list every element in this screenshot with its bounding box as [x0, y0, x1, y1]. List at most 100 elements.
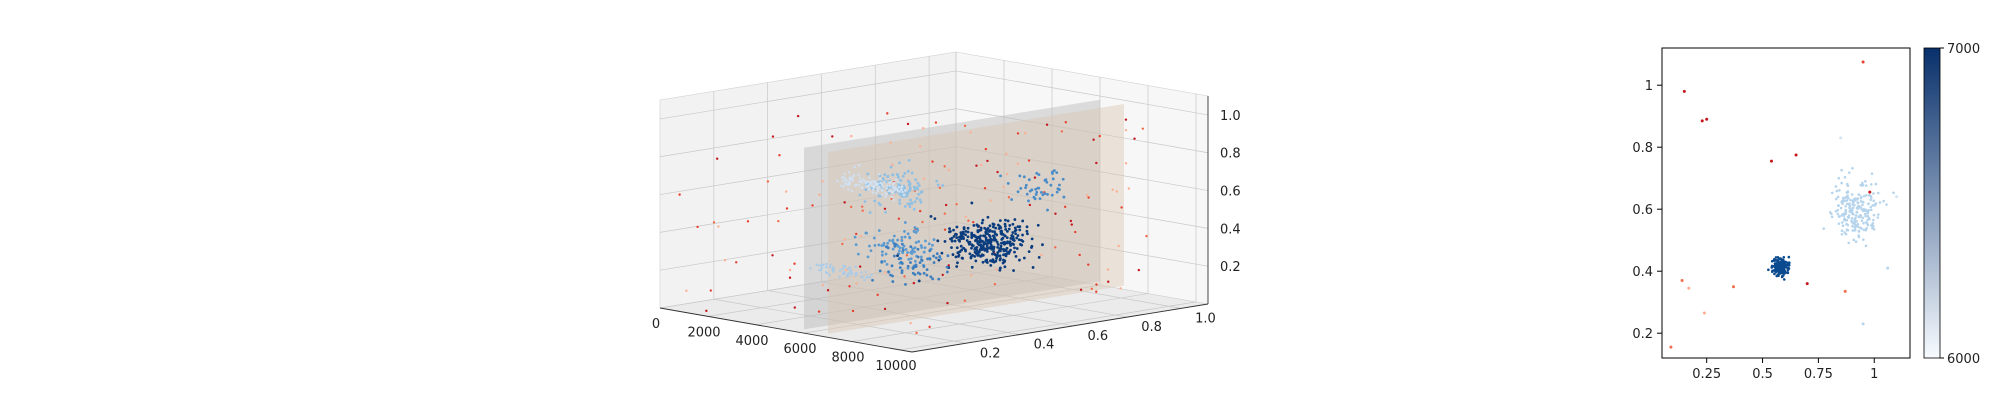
outlier-point	[1087, 263, 1090, 266]
cluster-point	[902, 194, 906, 197]
cluster-point	[1045, 180, 1049, 184]
cluster-point	[995, 233, 999, 237]
cluster-point	[892, 198, 895, 202]
grid-line	[899, 301, 1197, 351]
cluster-point	[907, 257, 911, 261]
cluster-point	[974, 238, 978, 242]
cluster-point	[1061, 177, 1065, 181]
cluster-point	[998, 266, 1002, 270]
cluster-point	[1860, 227, 1863, 230]
cluster-point	[983, 234, 987, 238]
cluster-point	[897, 185, 901, 189]
cluster-point	[908, 236, 912, 240]
cluster-point	[985, 250, 989, 253]
outlier-point	[848, 285, 851, 288]
cluster-point	[999, 226, 1003, 229]
cluster-point	[1872, 192, 1875, 195]
cluster-point	[1851, 201, 1855, 205]
cluster-point	[1016, 234, 1020, 237]
cluster-point	[1840, 229, 1844, 233]
cluster-point	[1872, 224, 1875, 228]
cluster-point	[903, 221, 907, 224]
cluster-point	[996, 243, 1000, 246]
cluster-point	[1864, 184, 1868, 187]
cluster-point	[1869, 198, 1872, 202]
cluster-point	[842, 270, 846, 274]
cluster-point	[871, 188, 875, 191]
cluster-point	[871, 191, 874, 194]
cluster-point	[939, 257, 943, 261]
cluster-point	[955, 265, 959, 268]
cluster-point	[891, 247, 895, 251]
outlier-point	[934, 121, 938, 124]
cluster-point	[955, 225, 959, 229]
cluster-point	[843, 182, 847, 186]
cluster-point	[1003, 265, 1007, 269]
cluster-point	[919, 244, 923, 247]
cluster-point	[996, 251, 1000, 255]
cluster-point	[1836, 212, 1840, 216]
cluster-point	[887, 189, 891, 193]
cluster-point	[878, 172, 881, 176]
cluster-point	[975, 249, 979, 253]
cluster-point	[828, 265, 832, 269]
outlier-point	[889, 141, 892, 144]
cluster-point	[920, 259, 924, 262]
outlier-point	[944, 203, 948, 207]
cluster-point	[925, 268, 929, 272]
cluster-point	[992, 250, 995, 253]
cluster-point	[970, 265, 974, 269]
cluster-point	[1008, 223, 1012, 227]
outlier-point	[883, 207, 887, 210]
cluster-point	[884, 252, 888, 256]
cluster-point	[936, 183, 940, 187]
outlier-point	[886, 112, 889, 115]
cluster-point	[961, 236, 965, 240]
cluster-point	[871, 185, 874, 188]
cluster-point	[973, 246, 977, 250]
outlier-point	[821, 283, 824, 287]
cluster-point	[1003, 252, 1007, 256]
cluster-point	[880, 183, 884, 186]
cluster-point	[880, 253, 884, 257]
cluster-point	[965, 239, 969, 242]
cluster-point	[843, 172, 846, 176]
cluster-point	[1774, 256, 1778, 259]
outlier-point	[986, 159, 989, 163]
grid-line	[875, 272, 1128, 318]
cluster-point	[1035, 190, 1039, 194]
cluster-point	[1782, 267, 1786, 271]
cluster-point	[988, 224, 992, 228]
cluster-point	[880, 188, 884, 191]
cluster-point	[1013, 218, 1017, 221]
cluster-point	[1022, 175, 1026, 179]
cluster-point	[1005, 236, 1009, 239]
cluster-point	[924, 239, 927, 243]
cluster-point	[937, 277, 941, 281]
cluster-point	[923, 246, 927, 250]
outlier-point	[811, 204, 814, 207]
cluster-point	[1025, 225, 1029, 229]
outlier-point	[915, 331, 918, 335]
cluster-point	[1843, 212, 1846, 215]
cluster-point	[1840, 168, 1843, 172]
cluster-point	[857, 183, 861, 187]
cluster-point	[880, 260, 884, 264]
cluster-point	[1041, 243, 1044, 247]
outlier-point	[963, 124, 967, 128]
cluster-point	[926, 257, 929, 261]
cluster-point	[1034, 187, 1038, 191]
cluster-point	[891, 173, 895, 177]
cluster-point	[878, 185, 881, 189]
cluster-point	[925, 273, 929, 277]
cluster-point	[825, 262, 828, 266]
cluster-point	[955, 236, 959, 239]
cluster-point	[999, 247, 1003, 251]
cluster-point	[914, 265, 918, 269]
cluster-point	[916, 247, 920, 251]
outlier-point	[1794, 153, 1798, 157]
cluster-point	[913, 200, 917, 204]
outlier-point	[778, 154, 781, 157]
cluster-point	[895, 172, 899, 176]
cluster-point	[919, 255, 923, 259]
